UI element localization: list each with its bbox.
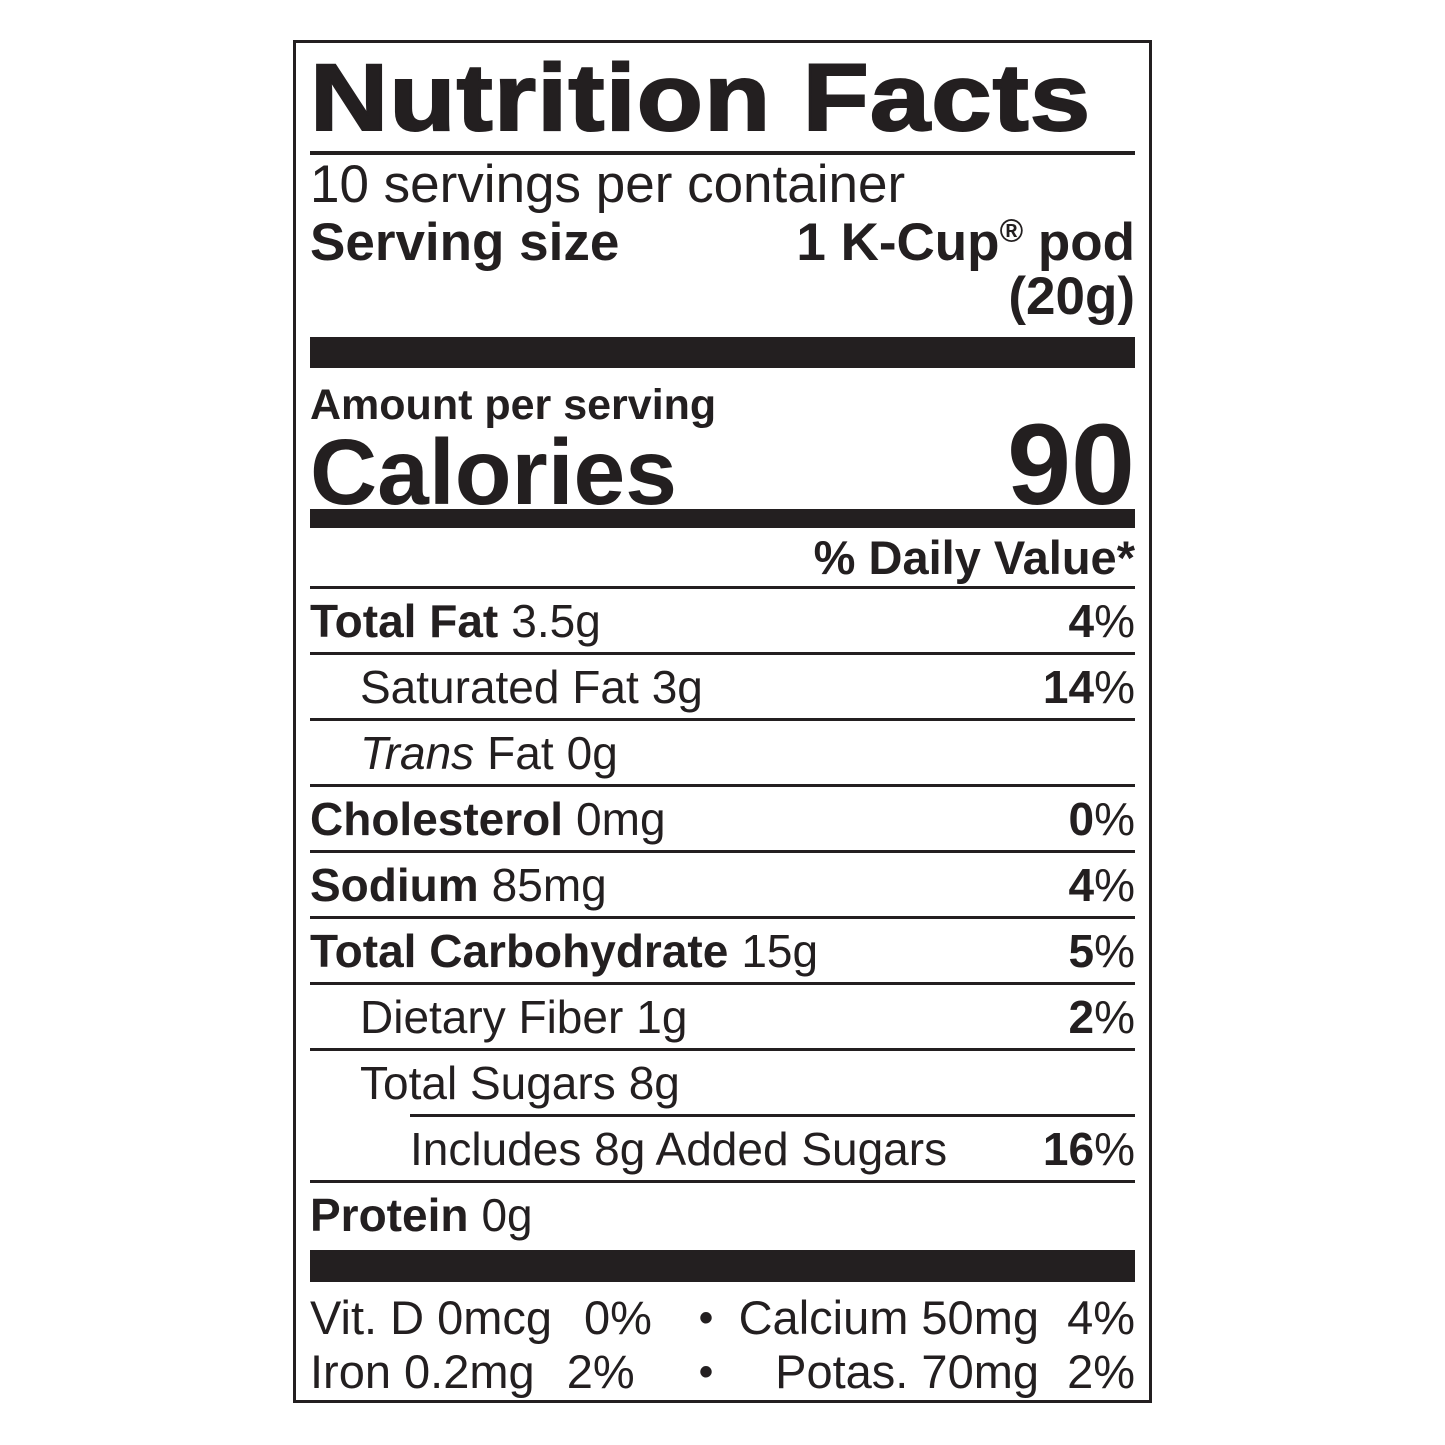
nutrient-name-amount: Includes 8g Added Sugars (310, 1122, 947, 1176)
nutrient-dv: 4% (1069, 594, 1136, 648)
nutrient-row-total-fat: Total Fat 3.5g 4% (310, 586, 1135, 652)
nutrient-row-dietary-fiber: Dietary Fiber 1g 2% (310, 982, 1135, 1048)
nutrient-dv: 14% (1043, 660, 1135, 714)
nutrient-dv: 5% (1069, 924, 1136, 978)
nutrient-amount: 0mg (576, 792, 666, 845)
dv-percent-sign: % (1094, 792, 1135, 845)
bullet-separator-icon: • (699, 1350, 714, 1394)
micronutrient-row-1: Vit. D 0mcg 0% • Calcium 50mg 4% (310, 1291, 1135, 1345)
separator-bar-thick-bottom (310, 1250, 1135, 1282)
nutrient-name-amount: Dietary Fiber 1g (310, 990, 687, 1044)
nutrient-dv: 16% (1043, 1122, 1135, 1176)
servings-per-container: 10 servings per container (310, 155, 906, 214)
micronutrient-dv: 0% (584, 1291, 652, 1344)
nutrient-row-cholesterol: Cholesterol 0mg 0% (310, 784, 1135, 850)
nutrient-dv: 0% (1069, 792, 1136, 846)
nutrient-name: Protein (310, 1188, 469, 1241)
nutrient-row-added-sugars: Includes 8g Added Sugars 16% (310, 1114, 1135, 1180)
nutrient-name-amount: Total Sugars 8g (310, 1056, 680, 1110)
micronutrient-right-group: Calcium 50mg 4% (739, 1291, 1135, 1345)
separator-bar-medium (310, 509, 1135, 528)
dv-number: 4 (1068, 858, 1095, 911)
nutrient-name-amount: Cholesterol 0mg (310, 792, 666, 846)
dv-number: 14 (1042, 660, 1095, 713)
nutrient-row-protein: Protein 0g (310, 1180, 1135, 1246)
nutrient-name: Sodium (310, 858, 479, 911)
nutrient-name-amount: Trans Fat 0g (310, 726, 618, 780)
nutrient-name-amount: Protein 0g (310, 1188, 533, 1242)
nutrient-amount: 3.5g (511, 594, 601, 647)
micronutrient-row-2: Iron 0.2mg 2% • Potas. 70mg 2% (310, 1345, 1135, 1399)
nutrition-facts-label: Nutrition Facts 10 servings per containe… (293, 40, 1152, 1403)
dv-number: 4 (1068, 594, 1095, 647)
dv-percent-sign: % (1094, 990, 1135, 1043)
label-title: Nutrition Facts (309, 44, 1092, 152)
nutrient-row-total-sugars: Total Sugars 8g (310, 1048, 1135, 1114)
nutrient-name: Saturated Fat (360, 660, 639, 713)
calories-row: Calories 90 (310, 401, 1135, 529)
serving-size-weight: (20g) (1008, 267, 1135, 326)
nutrient-amount: 85mg (491, 858, 607, 911)
nutrient-name: Includes 8g Added Sugars (410, 1122, 948, 1175)
nutrient-amount: 3g (651, 660, 703, 713)
nutrient-name: Cholesterol (310, 792, 564, 845)
nutrient-dv: 2% (1069, 990, 1136, 1044)
dv-percent-sign: % (1094, 924, 1135, 977)
calories-value: 90 (1007, 401, 1135, 529)
micronutrient-dv: 2% (566, 1345, 635, 1398)
nutrient-name: Dietary Fiber (360, 990, 624, 1043)
nutrient-name: Total Sugars (360, 1056, 616, 1109)
micronutrient-name: Potas. 70mg (775, 1345, 1039, 1398)
nutrient-row-saturated-fat: Saturated Fat 3g 14% (310, 652, 1135, 718)
nutrient-amount: 0g (566, 726, 618, 779)
nutrient-row-sodium: Sodium 85mg 4% (310, 850, 1135, 916)
calories-label: Calories (310, 420, 678, 524)
nutrient-name-amount: Total Fat 3.5g (310, 594, 601, 648)
dv-number: 16 (1042, 1122, 1095, 1175)
dv-percent-sign: % (1094, 858, 1135, 911)
nutrient-name-amount: Saturated Fat 3g (310, 660, 703, 714)
micronutrient-name: Vit. D 0mcg (310, 1291, 553, 1344)
micronutrient-right-group: Potas. 70mg 2% (775, 1345, 1135, 1399)
label-title-block: Nutrition Facts (309, 44, 1135, 155)
nutrient-name: Total Carbohydrate (310, 924, 729, 977)
serving-size-value-suffix: pod (1023, 213, 1135, 272)
amount-per-serving-label: Amount per serving (310, 381, 717, 429)
micronutrient-dv: 4% (1067, 1291, 1135, 1344)
dv-percent-sign: % (1094, 660, 1135, 713)
nutrient-row-total-carbohydrate: Total Carbohydrate 15g 5% (310, 916, 1135, 982)
separator-bar-thick-top (310, 337, 1135, 368)
bullet-separator-icon: • (699, 1296, 714, 1340)
nutrient-name: Fat (487, 726, 554, 779)
serving-size-row: Serving size 1 K-Cup® pod (310, 212, 1135, 272)
nutrient-rows: Total Fat 3.5g 4% Saturated Fat 3g 14% Tra… (310, 586, 1135, 1246)
serving-size-label: Serving size (310, 213, 620, 272)
nutrient-name-amount: Sodium 85mg (310, 858, 607, 912)
nutrient-row-trans-fat: Trans Fat 0g (310, 718, 1135, 784)
micronutrient-dv: 2% (1067, 1345, 1135, 1398)
dv-number: 0 (1068, 792, 1095, 845)
dv-number: 2 (1068, 990, 1095, 1043)
nutrient-dv: 4% (1069, 858, 1136, 912)
nutrient-amount: 1g (636, 990, 688, 1043)
nutrient-amount: 0g (481, 1188, 533, 1241)
dv-percent-sign: % (1094, 1122, 1135, 1175)
micronutrient-name: Iron 0.2mg (310, 1345, 535, 1398)
serving-size-value-text: 1 K-Cup (796, 213, 1000, 272)
dv-percent-sign: % (1094, 594, 1135, 647)
registered-trademark-symbol: ® (999, 212, 1024, 249)
nutrient-amount: 15g (741, 924, 819, 977)
micronutrient-name: Calcium 50mg (738, 1291, 1039, 1344)
dv-number: 5 (1068, 924, 1095, 977)
nutrient-amount: 8g (628, 1056, 680, 1109)
serving-size-value: 1 K-Cup® pod (796, 212, 1135, 272)
daily-value-header-row: % Daily Value* (310, 528, 1135, 586)
nutrient-name-amount: Total Carbohydrate 15g (310, 924, 818, 978)
nutrient-name-italic: Trans (360, 726, 475, 779)
nutrient-name: Total Fat (310, 594, 499, 647)
daily-value-header: % Daily Value* (813, 530, 1135, 584)
